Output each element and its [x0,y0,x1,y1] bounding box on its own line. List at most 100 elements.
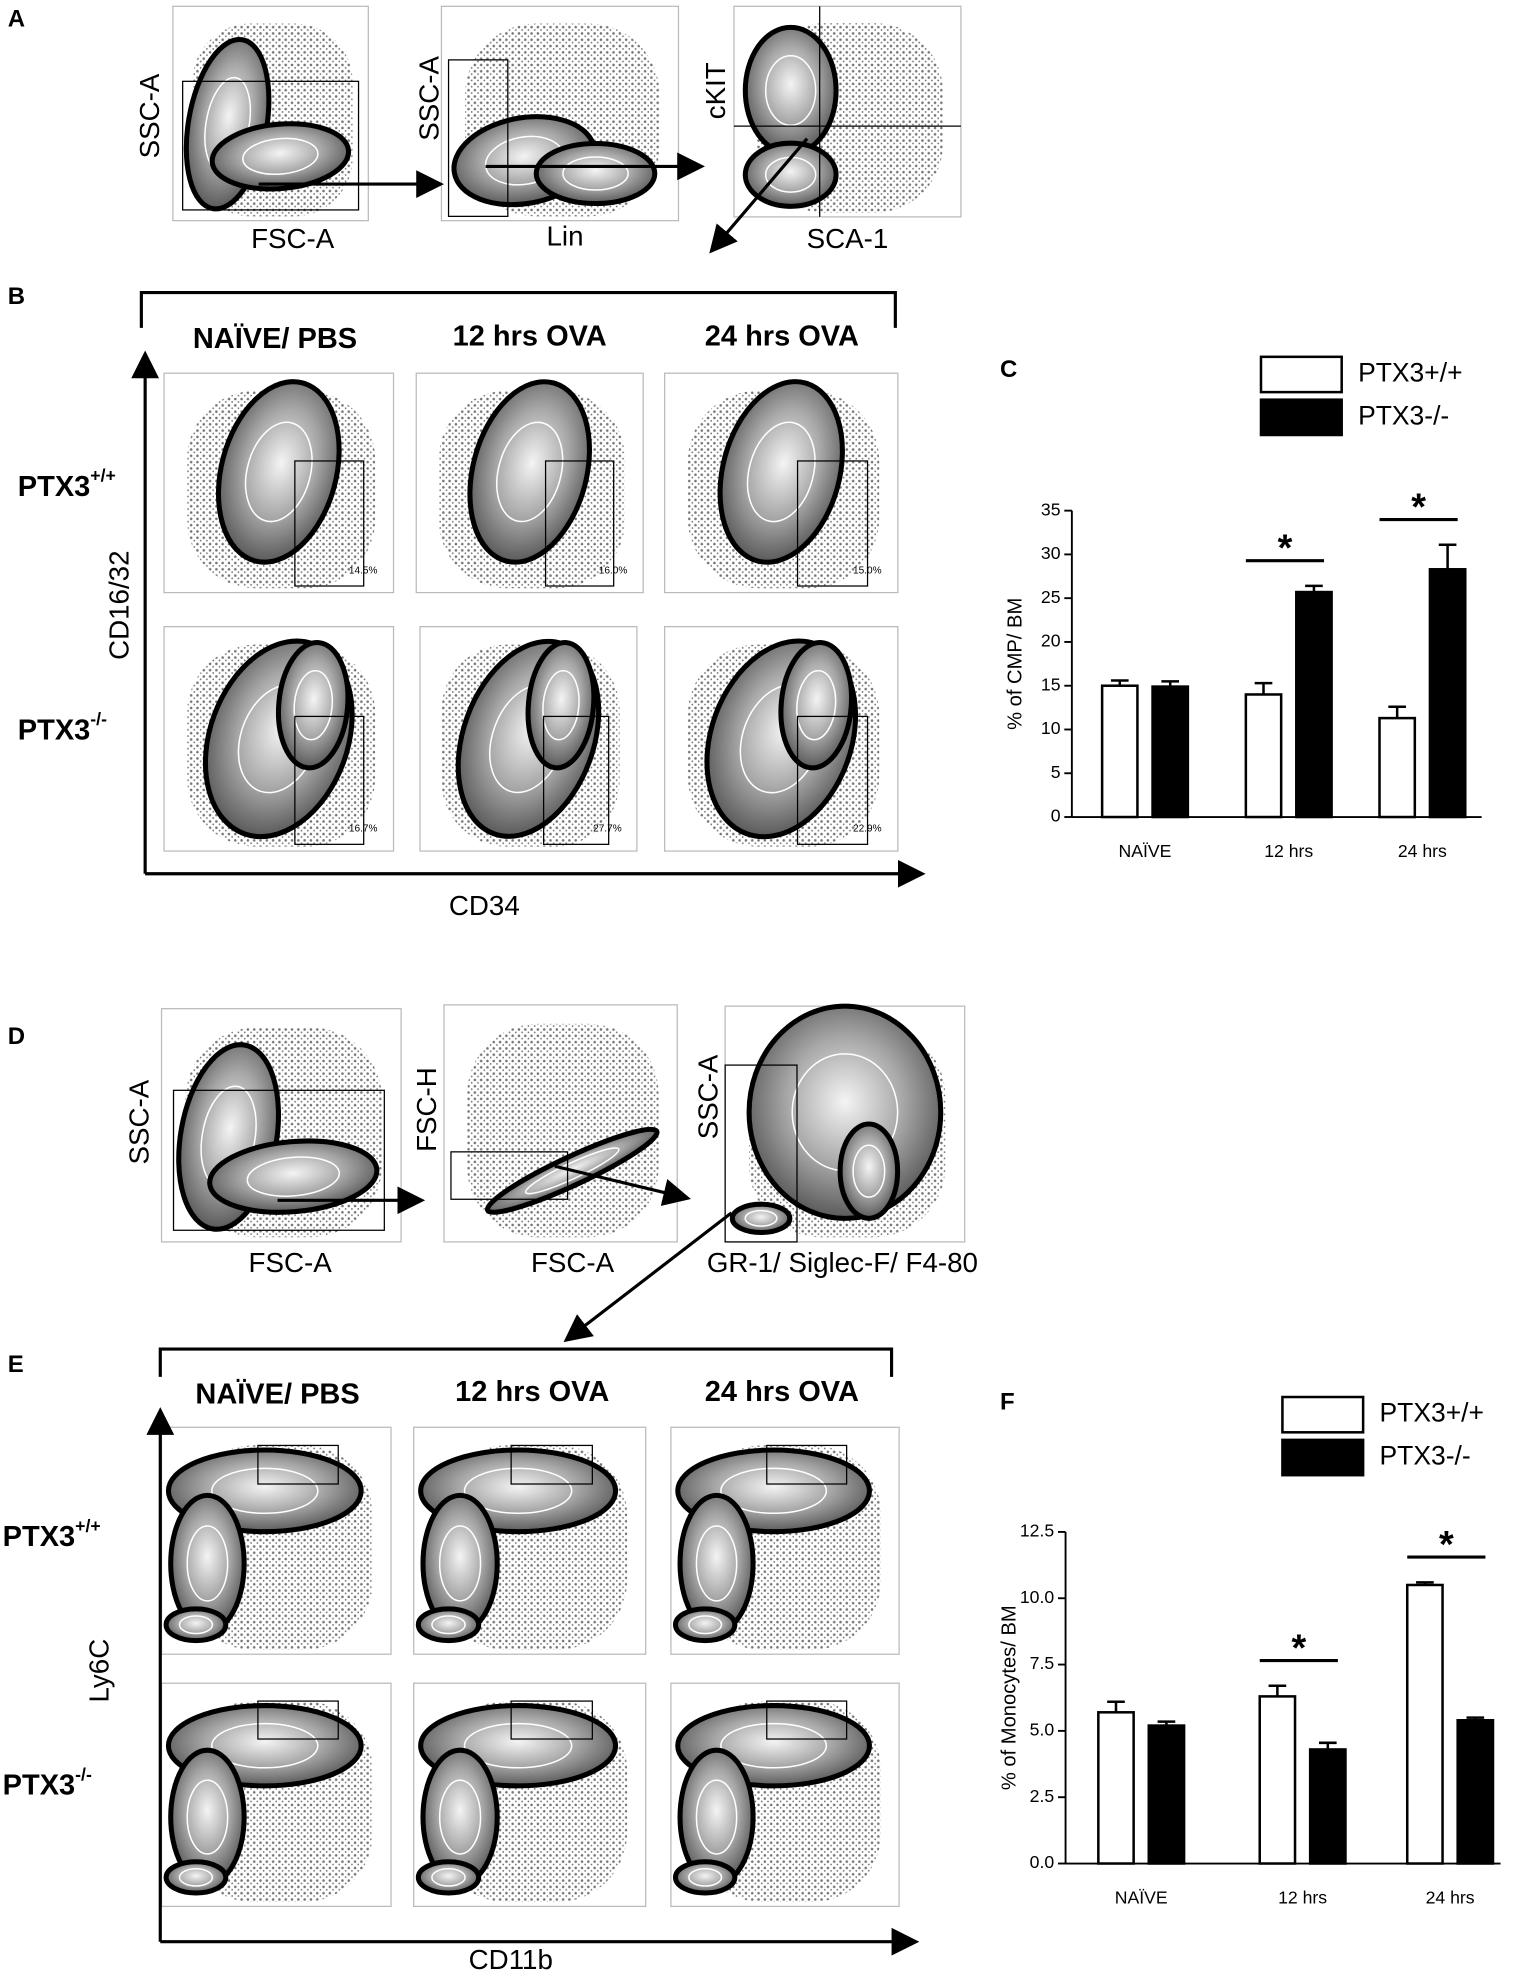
density-contour [744,1209,778,1227]
gate [510,1444,593,1485]
y-tick-label: 15 [1041,674,1061,694]
density-contour [533,140,658,207]
density-contour [746,421,816,523]
axis-label: CD16/32 [104,551,135,660]
density-contour [463,1722,573,1769]
density-contour [438,1779,482,1855]
density-contour [431,1615,466,1635]
bar [1097,1711,1135,1865]
y-tick-label: 12.5 [1020,1521,1055,1541]
gate-percentage: 16.0% [599,565,628,576]
density-contour [163,1606,229,1644]
gate [796,715,869,845]
panel-label: E [8,1351,24,1378]
gate-percentage: 15.0% [853,565,882,576]
bar [1258,1695,1297,1865]
bar [1308,1748,1347,1865]
density-contour [852,1144,886,1198]
gate [510,1700,593,1740]
density-contour [463,1467,573,1515]
column-header: NAÏVE/ PBS [193,322,357,355]
axis-label: Ly6C [83,1639,114,1703]
significance-mark: * [1278,528,1293,570]
bar [1100,684,1139,819]
density-contour [742,24,839,157]
axis-label: FSC-H [411,1067,442,1152]
density-contour [431,1868,466,1887]
density-contour [796,669,837,741]
density-contour [695,1779,738,1855]
x-tick-label: NAÏVE [1119,841,1172,861]
gate [257,1700,339,1740]
y-tick-label: 2.5 [1030,1786,1055,1806]
gate [257,1444,339,1485]
gate [542,715,610,845]
bar [1456,1719,1495,1865]
gate [294,715,365,845]
bar [1151,685,1190,819]
density-contour [275,639,351,771]
axis-label: SCA-1 [807,223,889,254]
y-tick-label: 35 [1041,499,1061,519]
axis-label: SSC-A [124,1079,155,1164]
y-tick-label: 10.0 [1020,1587,1055,1607]
density-contour [695,1525,738,1602]
density-contour [672,1859,738,1896]
density-contour [562,156,629,191]
density-contour [293,669,334,741]
panel-label: D [8,1023,25,1050]
flow-plots: 14.5% 16.0% 15.0% 16.7% 27.7% 22.9% [160,5,966,1908]
density-contour [764,55,817,127]
density-contour [178,1868,214,1887]
density-contour [178,1615,214,1635]
gate [766,1444,848,1485]
density-contour [688,1615,723,1635]
column-header: 24 hrs OVA [705,1376,859,1408]
density-contour [496,421,564,523]
gate-percentage: 16.7% [349,823,378,834]
density-contour [211,1467,319,1515]
gate [766,1700,848,1740]
legend-label: PTX3-/- [1380,1441,1471,1471]
density-contour [209,121,352,192]
bar [1405,1583,1444,1865]
density-contour [720,1722,828,1769]
panel-label: A [8,6,25,33]
legend-swatch [1259,398,1343,437]
x-tick-label: 12 hrs [1278,1887,1327,1907]
column-header: NAÏVE/ PBS [195,1377,359,1410]
x-tick-label: 12 hrs [1264,841,1313,861]
gate [724,1064,798,1243]
density-contour [211,1722,319,1769]
arrow [554,1164,691,1206]
density-contour [688,1868,723,1887]
y-tick-label: 25 [1041,587,1061,607]
legend-swatch [1259,355,1343,394]
panel-label: B [8,283,25,310]
significance-mark: * [1439,1524,1454,1566]
bracket [139,290,897,328]
panel-label: F [1000,1389,1015,1416]
gate-percentage: 22.9% [853,823,882,834]
y-axis-label: % of Monocytes/ BM [998,1605,1020,1790]
axis-label: FSC-A [531,1247,615,1278]
y-tick-label: 20 [1041,631,1061,651]
column-header: 12 hrs OVA [453,321,607,353]
density-contour [186,1525,229,1602]
gate [450,1151,569,1200]
density-contour [778,639,855,771]
bar [1378,716,1417,819]
density-contour [438,1525,482,1602]
gate [182,80,360,211]
density-contour [207,1138,380,1215]
density-contour [717,379,845,565]
y-tick-label: 0.0 [1030,1852,1055,1872]
panel-label: C [1000,356,1017,383]
bracket [158,1347,894,1377]
density-contour [467,379,592,565]
bar [1428,568,1467,819]
axis-label: CD34 [449,890,520,921]
arrow [563,1211,733,1343]
bar [1244,693,1283,819]
